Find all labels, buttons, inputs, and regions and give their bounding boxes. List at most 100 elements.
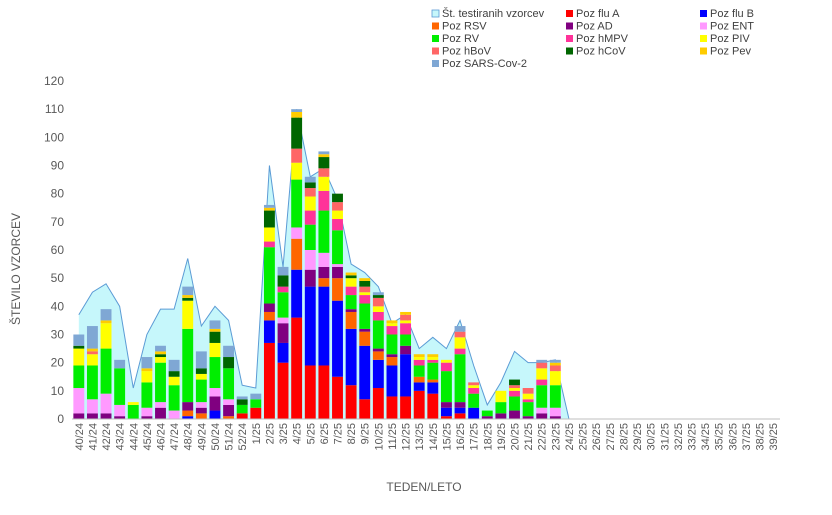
bar-segment-poz-hbov bbox=[522, 388, 534, 394]
x-tick-label: 36/25 bbox=[727, 423, 739, 451]
bar-segment-poz-pev bbox=[318, 154, 330, 158]
bar-segment-poz-hcov bbox=[359, 280, 371, 287]
bar-segment-poz-rsv bbox=[345, 311, 357, 329]
x-tick-label: 42/24 bbox=[101, 423, 113, 451]
bar-segment-poz-rv bbox=[291, 179, 303, 228]
bar-segment-poz-flu-a bbox=[318, 365, 330, 419]
bar-segment-poz-hmpv bbox=[277, 286, 289, 293]
bar-segment-poz-hcov bbox=[73, 345, 85, 349]
x-tick-label: 16/25 bbox=[455, 423, 467, 451]
y-tick-label: 80 bbox=[51, 187, 65, 201]
bar-segment-poz-flu-b bbox=[263, 320, 275, 343]
bar-segment-poz-ent bbox=[86, 399, 98, 414]
bar-segment-poz-piv bbox=[536, 368, 548, 380]
x-tick-label: 29/25 bbox=[632, 423, 644, 451]
bar-segment-poz-flu-b bbox=[468, 407, 480, 419]
bar-segment-poz-hbov bbox=[359, 286, 371, 293]
bar-segment-poz-rsv bbox=[427, 379, 439, 383]
x-tick-label: 1/25 bbox=[251, 423, 263, 444]
y-tick-label: 90 bbox=[51, 159, 65, 173]
bar-segment-poz-flu-a bbox=[250, 407, 262, 419]
bar-segment-poz-piv bbox=[468, 385, 480, 389]
legend-label: Poz hMPV bbox=[576, 33, 629, 45]
bar-segment-poz-piv bbox=[291, 162, 303, 180]
bar-segment-poz-flu-b bbox=[318, 286, 330, 366]
y-tick-label: 60 bbox=[51, 243, 65, 257]
legend-label: Poz RV bbox=[442, 33, 480, 45]
bar-segment-poz-hmpv bbox=[318, 190, 330, 211]
bar-segment-poz-flu-a bbox=[413, 390, 425, 419]
bar-segment-poz-rv bbox=[250, 399, 262, 408]
bar-segment-poz-ad bbox=[263, 303, 275, 312]
bar-segment-poz-ad bbox=[86, 413, 98, 419]
x-tick-label: 50/24 bbox=[210, 423, 222, 451]
bar-segment-poz-hcov bbox=[263, 210, 275, 228]
bar-segment-poz-hmpv bbox=[400, 323, 412, 335]
bar-segment-poz-pev bbox=[141, 368, 153, 372]
x-tick-label: 26/25 bbox=[591, 423, 603, 451]
bar-segment-poz-rv bbox=[454, 354, 466, 403]
bar-segment-poz-piv bbox=[100, 323, 112, 349]
bar-segment-poz-flu-b bbox=[400, 354, 412, 397]
bar-segment-poz-hcov bbox=[318, 157, 330, 169]
bar-segment-poz-hbov bbox=[509, 385, 520, 389]
bar-segment-poz-sars-cov-2 bbox=[182, 286, 194, 296]
x-tick-label: 14/25 bbox=[428, 423, 440, 451]
bar-segment-poz-flu-a bbox=[359, 399, 371, 419]
bar-segment-poz-ent bbox=[73, 388, 85, 414]
bar-segment-poz-rv bbox=[304, 224, 316, 250]
bar-segment-poz-ent bbox=[100, 393, 112, 414]
legend-swatch bbox=[432, 35, 439, 42]
bar-segment-poz-ent bbox=[536, 407, 548, 414]
x-tick-label: 8/25 bbox=[346, 423, 358, 444]
y-tick-label: 40 bbox=[51, 299, 65, 313]
bar-segment-poz-pev bbox=[182, 295, 194, 298]
bar-segment-poz-ad bbox=[277, 323, 289, 343]
bar-segment-poz-ad bbox=[359, 328, 371, 332]
legend-label: Poz hBoV bbox=[442, 46, 492, 58]
bar-segment-poz-hbov bbox=[468, 382, 480, 386]
bar-segment-poz-hmpv bbox=[359, 295, 371, 304]
bar-segment-poz-ad bbox=[454, 402, 466, 408]
bar-segment-poz-hbov bbox=[318, 168, 330, 177]
bar-segment-poz-sars-cov-2 bbox=[454, 326, 466, 332]
bar-segment-poz-ent bbox=[223, 399, 235, 405]
x-tick-label: 47/24 bbox=[169, 423, 181, 451]
bar-segment-poz-hmpv bbox=[372, 311, 384, 321]
x-tick-label: 46/24 bbox=[156, 423, 168, 451]
bar-segment-poz-flu-b bbox=[291, 269, 303, 318]
bar-segment-poz-pev bbox=[386, 320, 398, 324]
bar-segment-poz-ad bbox=[440, 402, 452, 408]
bar-segment-poz-hmpv bbox=[468, 388, 480, 394]
bar-segment-poz-ad bbox=[100, 413, 112, 419]
bar-segment-poz-hmpv bbox=[509, 390, 520, 397]
bar-segment-poz-piv bbox=[372, 306, 384, 312]
bar-segment-poz-sars-cov-2 bbox=[304, 176, 316, 183]
bar-segment-poz-rv bbox=[155, 362, 166, 403]
bar-segment-poz-piv bbox=[495, 390, 507, 403]
bar-segment-poz-hmpv bbox=[536, 379, 548, 386]
bar-segment-poz-flu-b bbox=[427, 382, 439, 394]
bar-segment-poz-hcov bbox=[223, 357, 235, 369]
x-tick-label: 39/25 bbox=[768, 423, 780, 451]
bar-segment-poz-flu-a bbox=[345, 385, 357, 419]
x-tick-label: 37/25 bbox=[741, 423, 753, 451]
bar-segment-poz-pev bbox=[100, 320, 112, 324]
bar-segment-poz-hmpv bbox=[427, 359, 439, 363]
legend-swatch bbox=[432, 60, 439, 67]
bar-segment-poz-flu-a bbox=[291, 317, 303, 419]
bar-segment-poz-pev bbox=[291, 111, 303, 118]
legend-label: Poz flu A bbox=[576, 8, 620, 20]
bar-segment-poz-sars-cov-2 bbox=[549, 359, 561, 363]
bar-segment-poz-ent bbox=[318, 252, 330, 267]
bar-segment-poz-piv bbox=[73, 348, 85, 366]
bar-segment-poz-piv bbox=[454, 337, 466, 349]
x-tick-label: 10/25 bbox=[373, 423, 385, 451]
bar-segment-poz-ad bbox=[481, 416, 493, 419]
bar-segment-poz-pev bbox=[359, 278, 371, 281]
bar-segment-poz-rv bbox=[73, 365, 85, 389]
x-tick-label: 12/25 bbox=[401, 423, 413, 451]
bar-segment-poz-ad bbox=[400, 345, 412, 355]
bar-segment-poz-hcov bbox=[332, 193, 343, 203]
bar-segment-poz-flu-a bbox=[440, 416, 452, 419]
